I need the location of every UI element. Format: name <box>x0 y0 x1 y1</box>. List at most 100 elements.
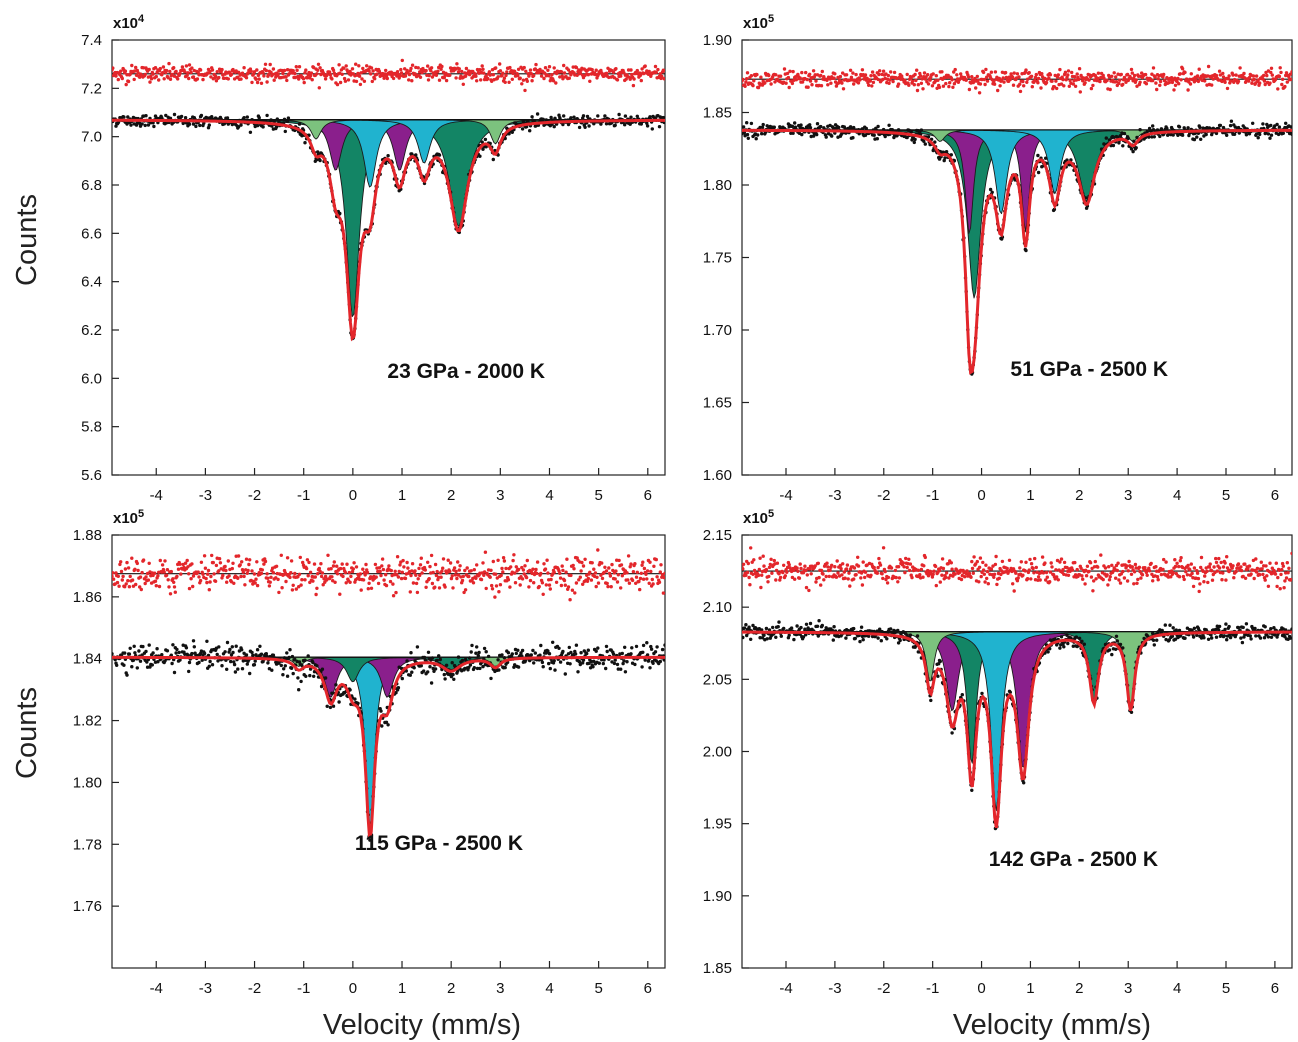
residual-point <box>316 572 320 576</box>
residual-point <box>611 568 615 573</box>
residual-point <box>360 77 364 81</box>
residual-point <box>966 75 971 79</box>
residual-point <box>382 76 386 80</box>
residual-point <box>1077 67 1082 71</box>
fit-curve <box>742 128 1292 375</box>
residual-point <box>756 85 761 90</box>
data-point <box>409 651 413 655</box>
data-point <box>890 128 894 132</box>
data-point <box>793 125 798 129</box>
residual-point <box>232 581 236 585</box>
data-point <box>410 152 414 156</box>
residual-point <box>212 572 216 576</box>
x-tick-label: 1 <box>1026 980 1034 997</box>
residual-point <box>607 566 611 570</box>
data-point <box>776 625 780 629</box>
residual-point <box>239 77 243 81</box>
residual-point <box>644 572 648 576</box>
residual-point <box>369 66 374 70</box>
data-point <box>199 113 204 118</box>
residual-point <box>1280 82 1284 87</box>
data-point <box>889 627 893 631</box>
data-point <box>758 125 762 130</box>
residual-point <box>599 573 603 577</box>
residual-point <box>482 77 487 82</box>
data-point <box>790 124 795 128</box>
residual-point <box>220 67 224 72</box>
residual-point <box>488 575 492 579</box>
residual-point <box>660 74 664 79</box>
data-point <box>144 114 148 118</box>
residual-point <box>1210 83 1214 87</box>
data-point <box>803 627 807 631</box>
data-point <box>936 674 940 678</box>
residual-point <box>475 563 479 567</box>
residual-point <box>388 579 393 584</box>
residual-point <box>361 66 365 71</box>
residual-point <box>572 567 576 571</box>
data-point <box>1048 647 1052 651</box>
data-point <box>1266 132 1271 136</box>
data-point <box>531 648 535 653</box>
residual-point <box>338 566 343 571</box>
data-point <box>1171 133 1175 137</box>
data-point <box>1046 650 1050 654</box>
x-tick-label: 2 <box>447 980 455 997</box>
residual-point <box>343 79 348 83</box>
residual-point <box>1227 74 1231 78</box>
data-point <box>206 126 211 130</box>
residual-point <box>271 571 276 575</box>
condition-annotation: 51 GPa - 2500 K <box>1010 358 1168 381</box>
residual-point <box>510 77 514 82</box>
residual-point <box>1027 71 1031 75</box>
residual-point <box>441 557 446 561</box>
residual-point <box>634 575 639 579</box>
data-point <box>1290 132 1292 136</box>
residual-point <box>1058 67 1062 72</box>
residual-point <box>878 69 882 73</box>
residual-point <box>1158 83 1162 88</box>
y-tick-label: 1.76 <box>73 898 102 915</box>
residual-point <box>126 566 131 570</box>
residual-point <box>168 77 173 82</box>
residual-point <box>186 565 190 569</box>
data-point <box>1102 142 1106 146</box>
residual-point <box>524 69 528 74</box>
residual-point <box>426 78 431 82</box>
data-point <box>634 644 639 649</box>
residual-point <box>586 576 590 581</box>
data-point <box>1107 138 1112 142</box>
data-point <box>1152 643 1157 647</box>
x-tick-label: -1 <box>297 487 310 504</box>
data-point <box>131 658 136 662</box>
y-tick-label: 6.8 <box>81 177 102 194</box>
residual-point <box>1178 72 1183 76</box>
residual-point <box>1075 72 1079 76</box>
residual-point <box>277 590 281 595</box>
data-point <box>663 643 665 647</box>
residual-point <box>297 65 302 69</box>
data-point <box>875 137 879 141</box>
residual-point <box>172 66 176 70</box>
residual-point <box>475 67 480 72</box>
data-point <box>147 643 151 647</box>
residual-point <box>640 563 644 567</box>
data-point <box>244 653 249 657</box>
data-point <box>296 676 300 680</box>
residual-point <box>427 73 431 78</box>
residual-point <box>877 72 881 77</box>
residual-point <box>1029 74 1034 79</box>
data-point <box>242 116 246 120</box>
x-tick-label: 0 <box>977 487 985 504</box>
data-point <box>1077 636 1082 640</box>
residual-point <box>511 558 515 563</box>
residual-point <box>574 581 579 585</box>
data-point <box>1265 122 1269 127</box>
residual-point <box>1089 86 1094 91</box>
residual-point <box>626 68 631 72</box>
data-point <box>287 655 291 660</box>
residual-point <box>1155 87 1159 92</box>
residual-point <box>163 559 167 563</box>
residual-point <box>455 62 459 66</box>
data-point <box>476 653 480 658</box>
